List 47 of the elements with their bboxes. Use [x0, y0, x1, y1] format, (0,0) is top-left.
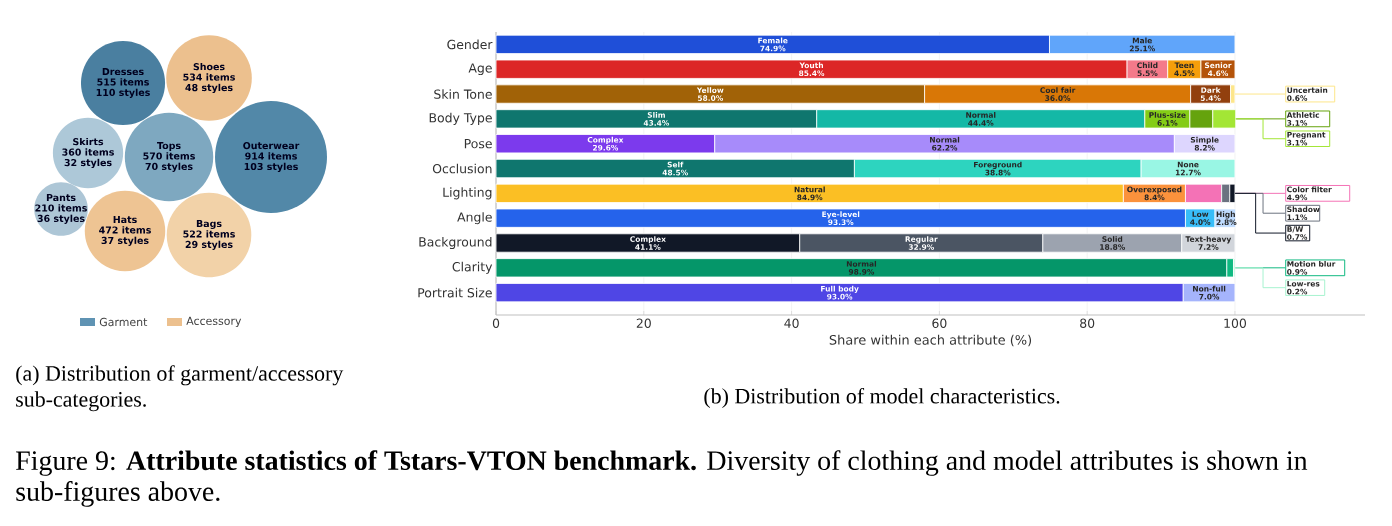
- x-tick-label: 0: [492, 318, 500, 328]
- data-label: 914 items: [245, 152, 297, 160]
- text: (b) Distribution of model characteristics.: [704, 387, 1060, 409]
- y-tick-label: Background: [419, 236, 492, 250]
- text: 48 styles: [185, 83, 233, 94]
- category-label: Outerwear: [243, 141, 300, 150]
- x-tick-label: 80: [1080, 318, 1095, 328]
- y-tick-label: Lighting: [443, 187, 492, 200]
- y-tick-label: Age: [468, 63, 492, 76]
- data-label: 210 items: [35, 204, 87, 212]
- text: 29 styles: [185, 240, 233, 250]
- y-tick-label: Skin Tone: [434, 89, 492, 99]
- category-label: Skirts: [73, 137, 104, 146]
- x-tick-label: 100: [1224, 318, 1247, 328]
- text: 110 styles: [96, 88, 150, 98]
- data-label: 515 items: [97, 78, 149, 86]
- y-tick-label: Portrait Size: [418, 287, 492, 298]
- category-label: Dresses: [102, 68, 144, 76]
- data-label: 534 items: [183, 73, 235, 81]
- x-tick-label: 20: [636, 318, 651, 328]
- category-label: Pants: [46, 194, 76, 202]
- x-axis-title: Share within each attribute (%): [829, 334, 1032, 347]
- text: 70 styles: [145, 162, 193, 172]
- data-label: 570 items: [143, 152, 195, 160]
- category-label: Bags: [196, 220, 222, 229]
- y-tick-label: Angle: [457, 212, 492, 225]
- y-tick-label: Pose: [464, 139, 492, 149]
- text: 37 styles: [101, 236, 149, 246]
- data-label: 360 items: [62, 148, 114, 156]
- y-tick-label: Gender: [447, 39, 493, 50]
- legend-label: Garment: [99, 317, 148, 327]
- x-tick-label: 60: [932, 318, 947, 328]
- data-label: 472 items: [99, 226, 151, 234]
- category-label: Tops: [157, 142, 181, 151]
- text: 36 styles: [37, 214, 85, 224]
- data-label: 522 items: [183, 230, 235, 238]
- text: (a) Distribution of garment/accessory sub-categories.: [16, 365, 344, 412]
- text: 103 styles: [244, 162, 298, 172]
- category-label: Hats: [113, 216, 137, 224]
- text: Figure 9: Attribute statistics of Tstars-VTON benchmark. Diversity of clothing and model attributes is shown in sub-figures above.: [16, 450, 1308, 507]
- x-tick-label: 40: [784, 318, 799, 328]
- y-tick-label: Clarity: [452, 261, 493, 274]
- y-tick-label: Occlusion: [432, 163, 492, 174]
- y-tick-label: Body Type: [429, 112, 492, 125]
- legend-label: Accessory: [186, 316, 242, 328]
- text: 32 styles: [64, 158, 112, 169]
- category-label: Shoes: [193, 62, 225, 71]
